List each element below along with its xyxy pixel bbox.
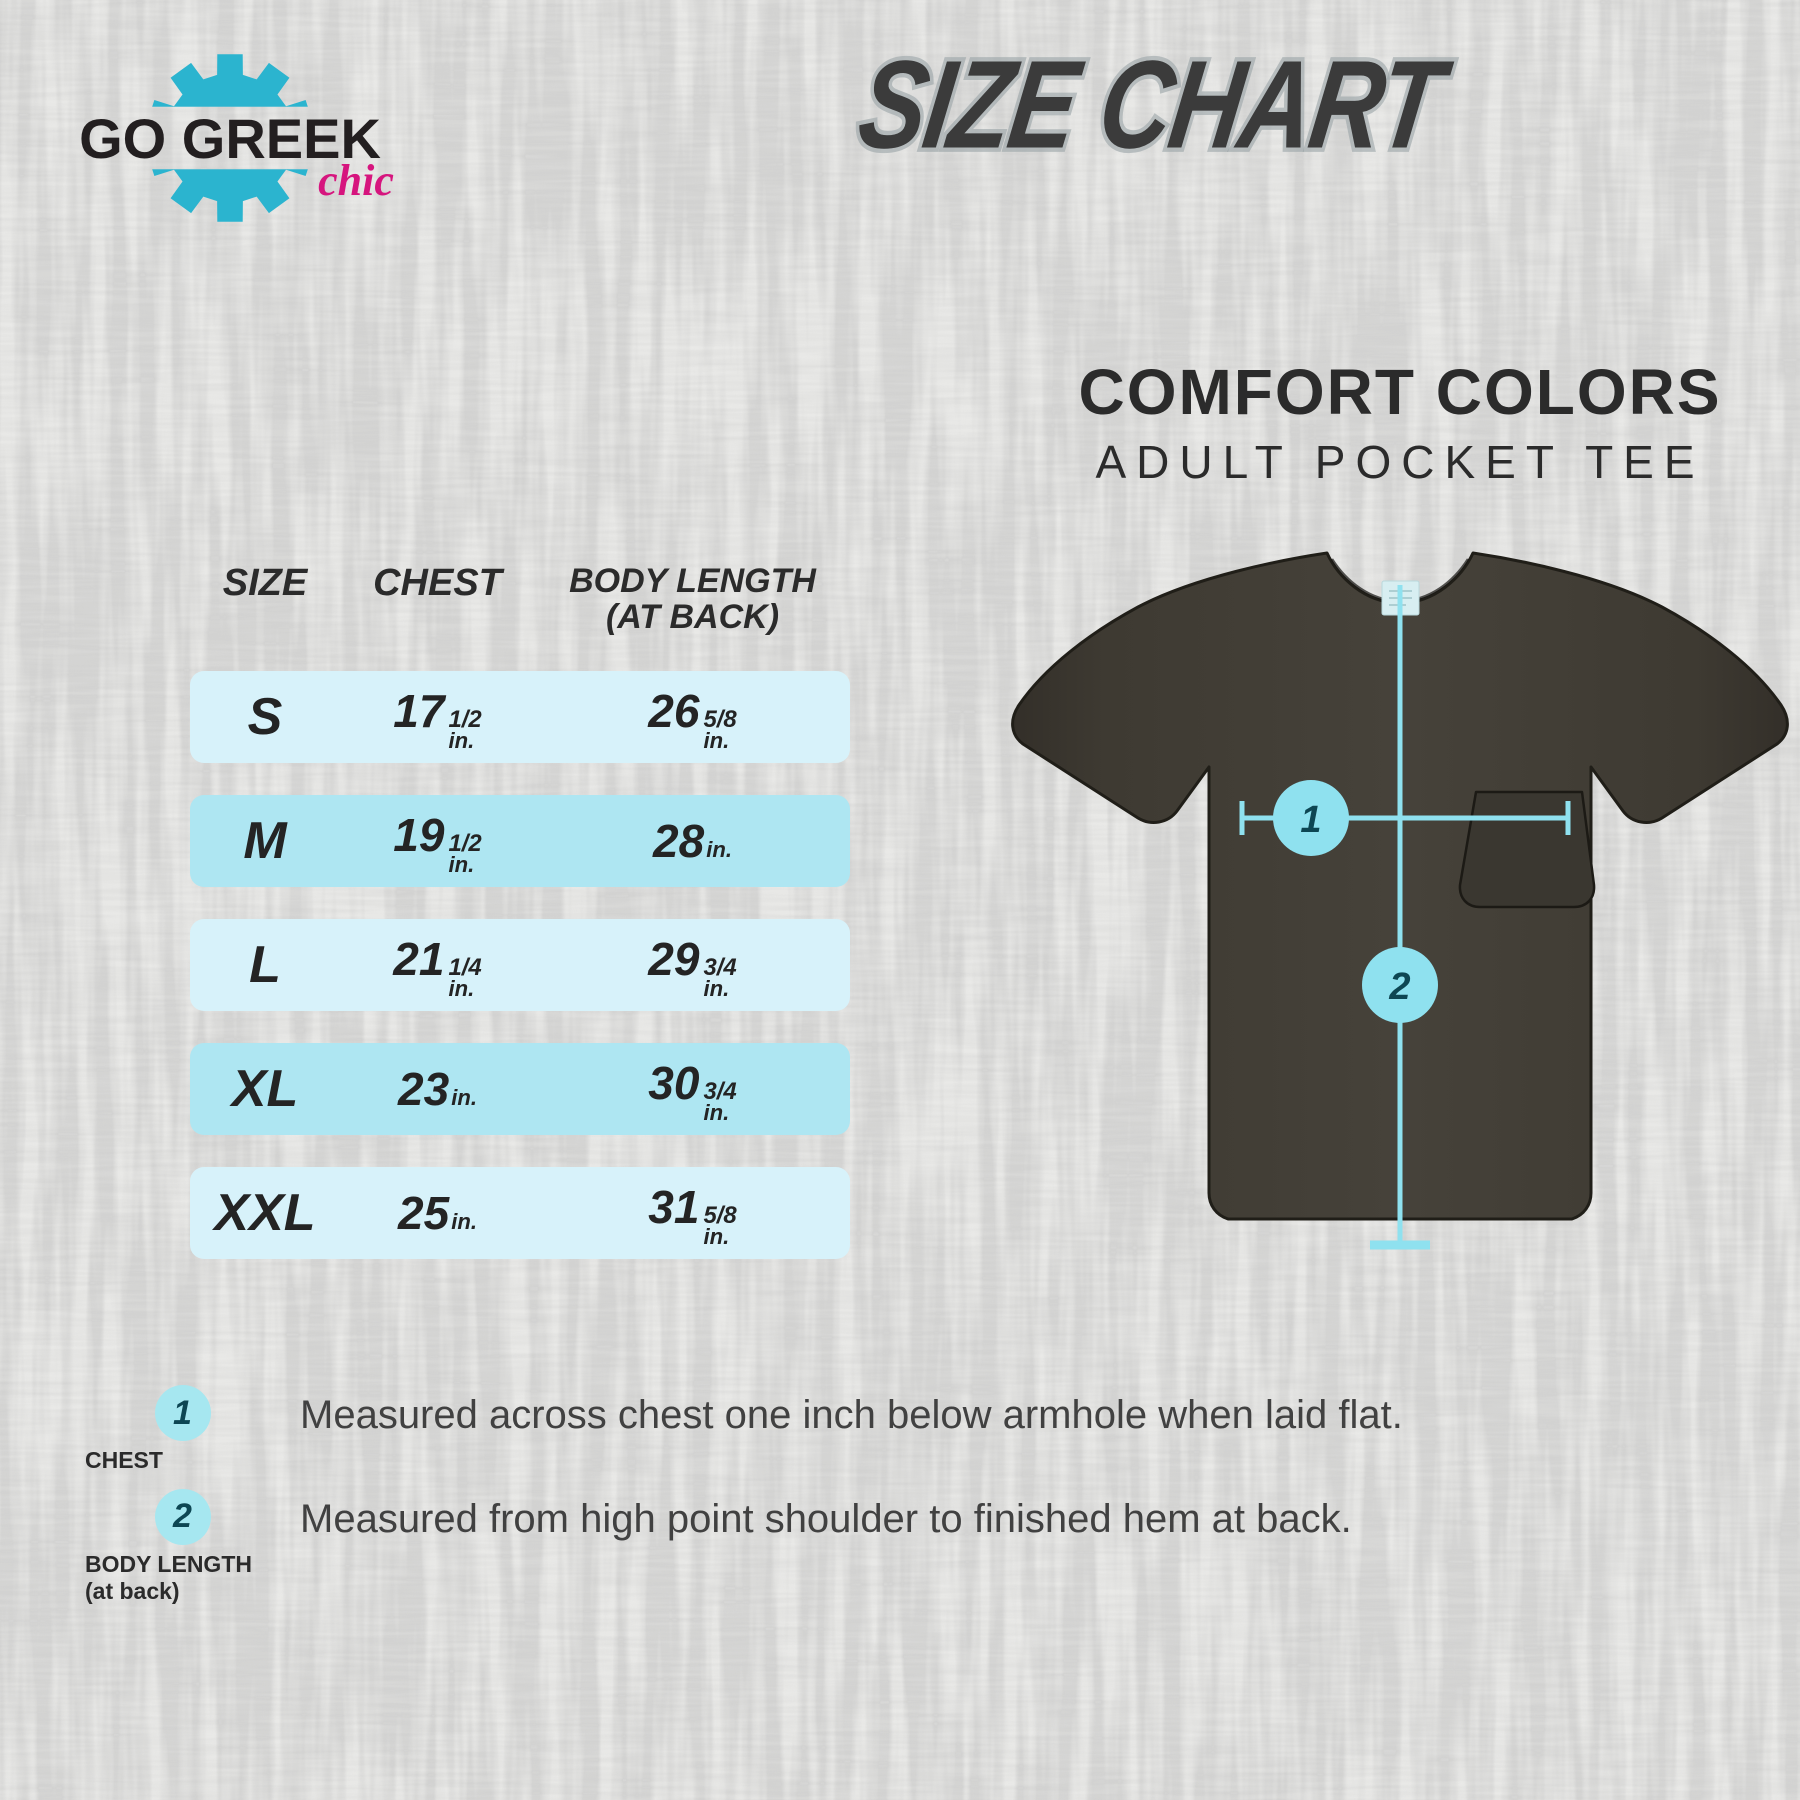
svg-text:2: 2: [1388, 966, 1410, 1008]
svg-text:chic: chic: [318, 156, 394, 205]
svg-text:1: 1: [1300, 799, 1321, 841]
